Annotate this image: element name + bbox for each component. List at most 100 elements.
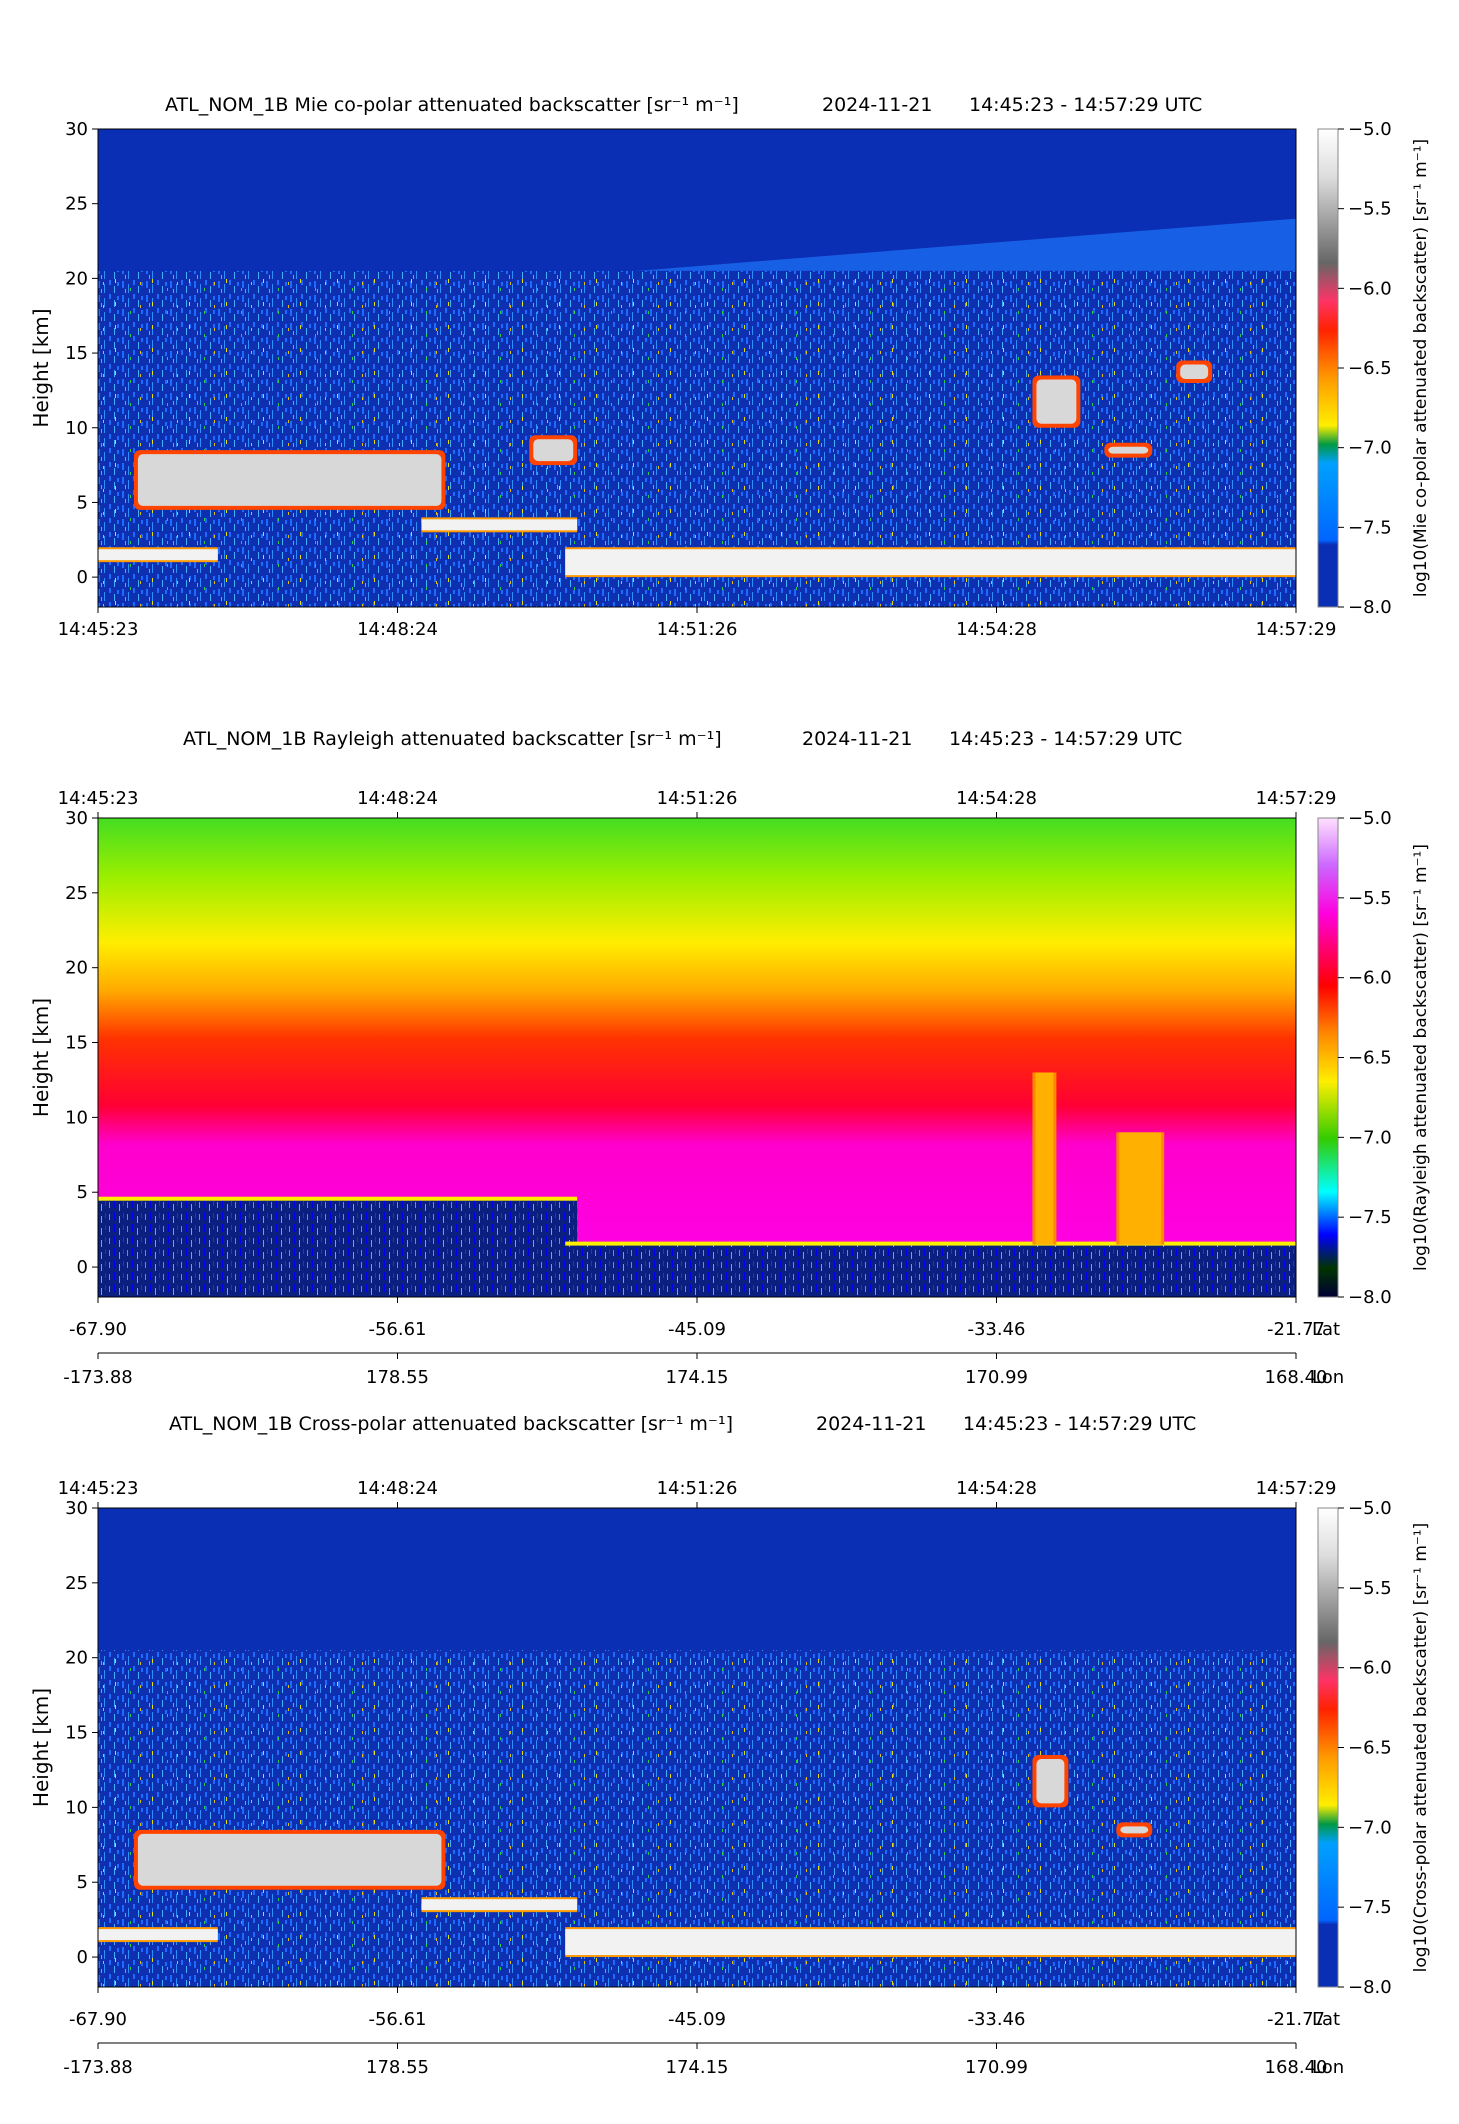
- colorbar-tick-label: −5.0: [1348, 119, 1392, 140]
- feature-blocked: [98, 1199, 578, 1297]
- lon-label: Lon: [1312, 2057, 1344, 2078]
- colorbar-tick-label: −5.0: [1348, 1498, 1392, 1519]
- y-tick-label: 5: [77, 1182, 88, 1203]
- y-tick-label: 0: [77, 1257, 88, 1278]
- time-tick-label: 14:57:29: [1256, 619, 1337, 640]
- y-axis-label: Height [km]: [29, 998, 53, 1117]
- lat-label: Lat: [1312, 1319, 1340, 1340]
- colorbar-tick-label: −8.0: [1348, 597, 1392, 618]
- lon-tick-label: -173.88: [63, 1367, 132, 1388]
- y-tick-label: 30: [65, 1498, 88, 1519]
- colorbar-tick-label: −5.5: [1348, 199, 1392, 220]
- time-tick-label: 14:51:26: [657, 619, 738, 640]
- mie-time-range: 14:45:23 - 14:57:29 UTC: [969, 94, 1203, 116]
- top-time-tick-label: 14:48:24: [357, 1478, 438, 1499]
- lat-tick-label: -33.46: [967, 2009, 1025, 2030]
- upper-band: [637, 218, 1296, 271]
- time-tick-label: 14:45:23: [58, 619, 139, 640]
- y-tick-label: 15: [65, 1723, 88, 1744]
- top-time-tick-label: 14:45:23: [58, 1478, 139, 1499]
- colorbar-tick-label: −8.0: [1348, 1977, 1392, 1998]
- feature-blocked: [565, 1244, 1296, 1297]
- top-time-tick-label: 14:45:23: [58, 788, 139, 809]
- lat-tick-label: -67.90: [69, 2009, 127, 2030]
- lon-tick-label: 170.99: [965, 2057, 1028, 2078]
- feature-cloud: [1108, 446, 1149, 454]
- cross-date: 2024-11-21: [816, 1413, 927, 1435]
- colorbar-tick-label: −6.5: [1348, 1738, 1392, 1759]
- feature-low_cloud: [421, 519, 578, 531]
- colorbar-tick-label: −6.0: [1348, 278, 1392, 299]
- y-tick-label: 25: [65, 1573, 88, 1594]
- feature-cloud: [1180, 364, 1209, 379]
- y-tick-label: 25: [65, 194, 88, 215]
- lat-tick-label: -45.09: [668, 2009, 726, 2030]
- feature-low_cloud: [421, 1899, 578, 1911]
- lon-tick-label: -173.88: [63, 2057, 132, 2078]
- panel-3: 0 5 10 15 20 25 30 Height [km] 14:45:23 14:48:24 1…: [29, 1478, 1431, 2078]
- colorbar-tick-label: −6.5: [1348, 358, 1392, 379]
- colorbar-label: log10(Rayleigh attenuated backscatter) […: [1411, 844, 1431, 1271]
- y-tick-label: 0: [77, 1947, 88, 1968]
- lon-tick-label: 174.15: [666, 2057, 729, 2078]
- mie-date: 2024-11-21: [822, 94, 933, 116]
- colorbar-tick-label: −6.0: [1348, 1658, 1392, 1679]
- top-time-tick-label: 14:48:24: [357, 788, 438, 809]
- y-tick-label: 20: [65, 958, 88, 979]
- time-tick-label: 14:48:24: [357, 619, 438, 640]
- cross-title: ATL_NOM_1B Cross-polar attenuated backsc…: [169, 1413, 733, 1435]
- colorbar-label: log10(Mie co-polar attenuated backscatte…: [1411, 139, 1431, 597]
- y-tick-label: 15: [65, 343, 88, 364]
- colorbar-tick-label: −7.0: [1348, 1127, 1392, 1148]
- colorbar-label: log10(Cross-polar attenuated backscatter…: [1411, 1523, 1431, 1973]
- lon-tick-label: 170.99: [965, 1367, 1028, 1388]
- feature-column-core: [1035, 1072, 1054, 1245]
- lat-label: Lat: [1312, 2009, 1340, 2030]
- mie-title: ATL_NOM_1B Mie co-polar attenuated backs…: [165, 94, 739, 116]
- colorbar-tick-label: −6.5: [1348, 1048, 1392, 1069]
- lat-tick-label: -21.77: [1267, 2009, 1325, 2030]
- colorbar: [1318, 1508, 1338, 1987]
- lon-tick-label: 168.40: [1265, 2057, 1328, 2078]
- colorbar-tick-label: −6.0: [1348, 968, 1392, 989]
- colorbar: [1318, 818, 1338, 1297]
- top-time-tick-label: 14:51:26: [657, 788, 738, 809]
- panel-2: 0 5 10 15 20 25 30 Height [km] 14:45:23 14:48:24 1…: [29, 788, 1431, 1388]
- colorbar: [1318, 129, 1338, 607]
- colorbar-tick-label: −5.5: [1348, 888, 1392, 909]
- y-tick-label: 5: [77, 1872, 88, 1893]
- feature-cloud: [137, 454, 442, 506]
- feature-cloud: [1036, 379, 1077, 424]
- y-tick-label: 10: [65, 1797, 88, 1818]
- colorbar-tick-label: −7.5: [1348, 1207, 1392, 1228]
- y-axis-label: Height [km]: [29, 1688, 53, 1807]
- feature-cloud: [533, 439, 574, 462]
- lon-tick-label: 174.15: [666, 1367, 729, 1388]
- colorbar-tick-label: −7.5: [1348, 517, 1392, 538]
- y-tick-label: 20: [65, 1648, 88, 1669]
- y-tick-label: 15: [65, 1033, 88, 1054]
- top-time-tick-label: 14:57:29: [1256, 788, 1337, 809]
- lat-tick-label: -67.90: [69, 1319, 127, 1340]
- feature-cloud: [1036, 1758, 1065, 1804]
- feature-low_cloud: [565, 549, 1296, 576]
- feature-cloud: [1120, 1826, 1149, 1834]
- feature-blocked-top-edge: [565, 1241, 1296, 1246]
- top-time-tick-label: 14:57:29: [1256, 1478, 1337, 1499]
- y-tick-label: 30: [65, 808, 88, 829]
- feature-low_cloud: [98, 1929, 218, 1941]
- lat-tick-label: -45.09: [668, 1319, 726, 1340]
- colorbar-tick-label: −8.0: [1348, 1287, 1392, 1308]
- y-axis-label: Height [km]: [29, 308, 53, 427]
- lat-tick-label: -56.61: [368, 2009, 426, 2030]
- top-time-tick-label: 14:54:28: [956, 788, 1037, 809]
- cross-time-range: 14:45:23 - 14:57:29 UTC: [963, 1413, 1197, 1435]
- time-tick-label: 14:54:28: [956, 619, 1037, 640]
- lon-tick-label: 178.55: [366, 1367, 429, 1388]
- top-time-tick-label: 14:54:28: [956, 1478, 1037, 1499]
- rayleigh-time-range: 14:45:23 - 14:57:29 UTC: [949, 728, 1183, 750]
- lon-tick-label: 178.55: [366, 2057, 429, 2078]
- y-tick-label: 25: [65, 883, 88, 904]
